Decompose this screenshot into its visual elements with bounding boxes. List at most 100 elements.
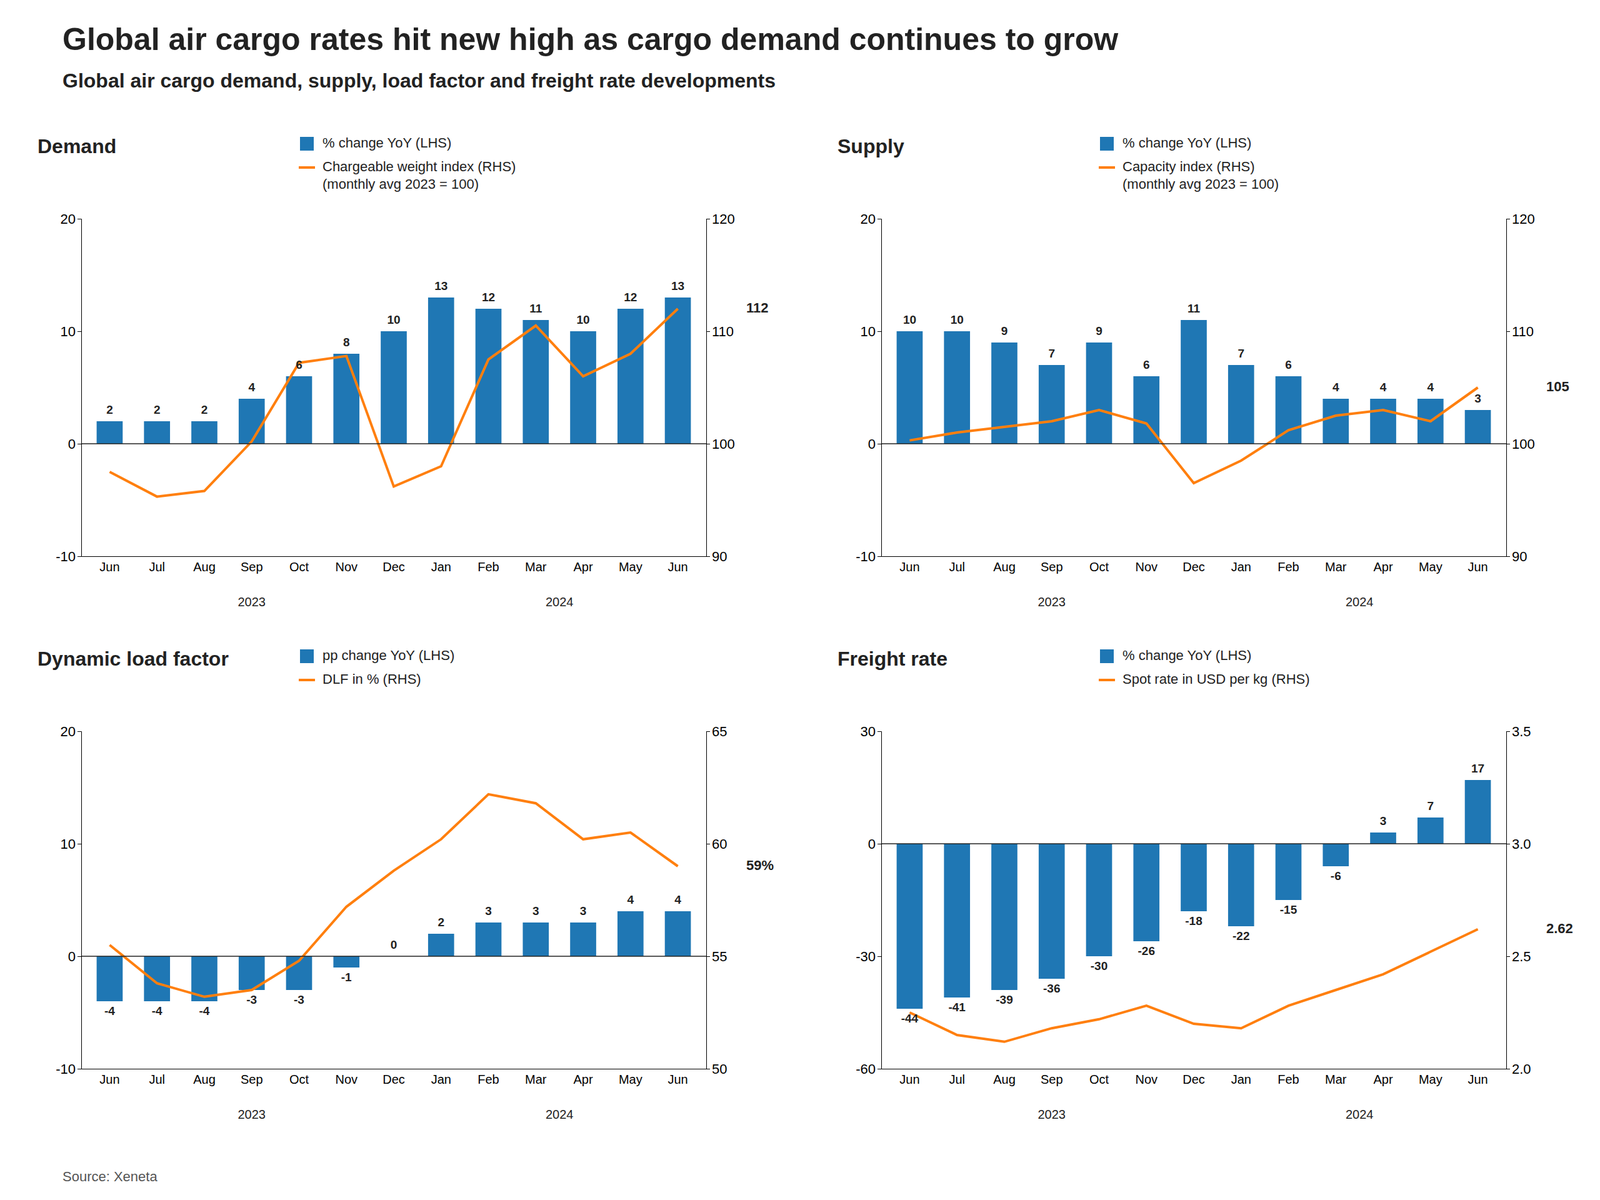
y-axis-line xyxy=(877,731,882,1070)
data-label: 8 xyxy=(343,335,350,349)
legend: % change YoY (LHS)Chargeable weight inde… xyxy=(298,135,516,192)
y2-axis-tick-mark xyxy=(1506,556,1510,557)
x-tick-label: Jun xyxy=(1467,560,1488,574)
x-group-label: 2023 xyxy=(1037,595,1066,609)
x-tick-label: Sep xyxy=(1040,1072,1064,1087)
bar xyxy=(1275,376,1302,444)
bar-series xyxy=(96,297,692,444)
x-tick: Mar xyxy=(525,1072,547,1087)
y2-axis-tick-label: 110 xyxy=(711,323,734,340)
legend-label: Spot rate in USD per kg (RHS) xyxy=(1122,671,1310,687)
bar-series xyxy=(896,780,1492,1009)
data-label: 0 xyxy=(390,938,398,952)
x-tick-label: Jan xyxy=(1231,1072,1252,1087)
y-axis-tick: -10 xyxy=(55,548,82,565)
y-axis-tick: 0 xyxy=(868,836,882,852)
bar xyxy=(1465,780,1492,844)
x-tick-label: Dec xyxy=(382,560,405,574)
legend-label-line: (monthly avg 2023 = 100) xyxy=(322,176,479,192)
x-tick: Jun xyxy=(667,560,688,574)
x-tick: May xyxy=(618,560,643,574)
x-group-label: 2024 xyxy=(545,595,574,609)
bar xyxy=(1370,398,1397,444)
y-axis-tick: 0 xyxy=(68,436,82,452)
y2-axis-tick: 3.5 xyxy=(1506,723,1532,740)
x-tick-label: Aug xyxy=(993,560,1016,574)
data-label: 11 xyxy=(1187,301,1201,315)
y-axis-tick-mark xyxy=(77,1068,82,1070)
panel: Supply1010979611764443-10010209010011012… xyxy=(837,135,1570,609)
y-axis-tick-label: 20 xyxy=(860,211,876,227)
x-tick: Aug xyxy=(993,560,1016,574)
x-tick-label: Nov xyxy=(1135,560,1158,574)
y-axis-tick-mark xyxy=(877,331,882,332)
x-tick: Jun xyxy=(1467,560,1488,574)
x-tick: May xyxy=(1418,560,1443,574)
x-tick-label: Feb xyxy=(477,560,499,574)
y2-axis-tick: 110 xyxy=(1506,323,1534,340)
x-tick-label: Mar xyxy=(1325,1072,1347,1087)
legend-swatch xyxy=(1100,136,1114,151)
y-axis-tick-label: 20 xyxy=(60,211,76,227)
y-axis-tick-label: -10 xyxy=(855,548,876,565)
line xyxy=(109,308,678,497)
y2-axis-tick: 3.0 xyxy=(1506,836,1532,852)
zero-line xyxy=(81,443,707,445)
x-tick: Jan xyxy=(431,560,452,574)
annotation: 105 xyxy=(1546,378,1570,395)
data-label: -15 xyxy=(1280,903,1298,917)
y-axis-tick-mark xyxy=(877,443,882,445)
zero-line xyxy=(881,443,1507,445)
y-axis: -1001020 xyxy=(855,211,882,565)
data-label: -3 xyxy=(293,993,305,1007)
y2-axis-line xyxy=(706,219,711,557)
y-axis-tick: 30 xyxy=(860,723,882,740)
legend-swatch xyxy=(298,678,315,682)
zero-line xyxy=(81,955,707,957)
y-axis-tick: 20 xyxy=(60,211,82,227)
y2-axis-tick: 65 xyxy=(706,723,727,740)
legend-label: Capacity index (RHS)(monthly avg 2023 = … xyxy=(1122,158,1279,192)
x-tick: Jan xyxy=(431,1072,452,1087)
annotation: 112 xyxy=(746,300,769,316)
y-axis-tick-mark xyxy=(877,556,882,557)
data-label: 10 xyxy=(950,313,964,327)
legend-label-line: Spot rate in USD per kg (RHS) xyxy=(1122,671,1310,687)
legend-label-line: (monthly avg 2023 = 100) xyxy=(1122,176,1279,192)
y-axis-tick-label: 30 xyxy=(860,723,876,740)
annotation: 2.62 xyxy=(1546,920,1574,937)
legend-swatch xyxy=(300,649,314,664)
y-axis-tick-label: -30 xyxy=(855,948,876,965)
legend-label: DLF in % (RHS) xyxy=(322,671,422,687)
y2-axis-tick-label: 120 xyxy=(1511,211,1535,227)
data-label: 13 xyxy=(434,279,448,293)
y2-axis-line xyxy=(1506,219,1511,557)
x-tick-label: Feb xyxy=(1277,560,1299,574)
y-axis-tick-mark xyxy=(877,731,882,732)
x-group-label: 2023 xyxy=(1037,1107,1066,1122)
bar xyxy=(191,421,218,444)
x-group-label: 2023 xyxy=(237,595,266,609)
panel-title: Demand xyxy=(37,135,117,158)
bar xyxy=(570,922,597,957)
x-axis: JunJulAugSepOctNovDecJanFebMarAprMayJun xyxy=(81,1069,707,1087)
y-axis-tick: -30 xyxy=(855,948,882,965)
legend-label: pp change YoY (LHS) xyxy=(322,647,455,664)
bar xyxy=(1275,843,1302,900)
y-axis-tick: 10 xyxy=(860,323,882,340)
y-axis-tick-mark xyxy=(77,443,82,445)
y2-axis-tick-mark xyxy=(706,331,710,332)
y2-axis-tick-label: 3.0 xyxy=(1511,836,1532,852)
data-label: 2 xyxy=(153,403,161,417)
x-tick: Dec xyxy=(1182,560,1205,574)
y-axis-tick-label: -10 xyxy=(55,1061,76,1077)
legend: % change YoY (LHS)Spot rate in USD per k… xyxy=(1098,647,1310,687)
x-tick: Nov xyxy=(1135,1072,1158,1087)
data-label: 4 xyxy=(248,380,255,394)
y-axis-tick: -10 xyxy=(855,548,882,565)
bar xyxy=(1086,342,1113,444)
legend-label-line: % change YoY (LHS) xyxy=(1122,135,1252,151)
bar xyxy=(1038,843,1065,979)
data-label: -6 xyxy=(1330,869,1342,883)
x-tick-label: Jun xyxy=(1467,1072,1488,1087)
